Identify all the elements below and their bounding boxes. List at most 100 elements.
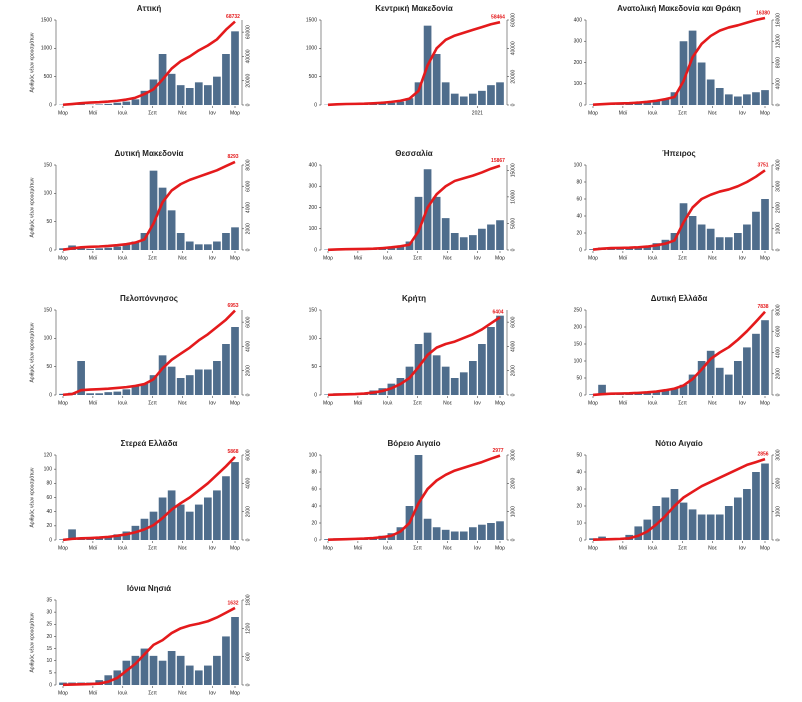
bar xyxy=(396,527,405,540)
y-tick-label: 20 xyxy=(46,634,52,640)
bar xyxy=(496,82,504,105)
y-tick-label: 5 xyxy=(49,670,52,676)
bar xyxy=(634,526,643,540)
y-tick-label: 50 xyxy=(311,364,317,370)
bar xyxy=(149,79,158,105)
bar xyxy=(679,41,688,105)
bar xyxy=(761,463,769,540)
bar xyxy=(450,233,459,250)
bar xyxy=(167,210,176,250)
bar xyxy=(706,514,715,540)
y2-tick-label: 0 xyxy=(775,248,781,251)
y2-tick-label: 20000 xyxy=(510,69,516,83)
bar xyxy=(104,103,113,105)
bar xyxy=(715,88,724,105)
y-axis-label: Αριθμός νέων κρουσμάτων xyxy=(28,612,35,673)
y-tick-label: 40 xyxy=(576,469,582,475)
end-label: 1632 xyxy=(227,600,238,606)
x-tick-label: Μαϊ xyxy=(619,255,628,261)
y-tick-label: 50 xyxy=(576,375,582,381)
bar xyxy=(194,670,203,685)
y-tick-label: 15 xyxy=(46,646,52,652)
bar xyxy=(95,248,104,250)
x-tick-label: Ιαν xyxy=(739,400,746,406)
y-tick-label: 150 xyxy=(309,307,318,313)
cumulative-line xyxy=(327,164,501,252)
y-tick-label: 30 xyxy=(46,609,52,615)
bar xyxy=(222,233,230,250)
x-tick-label: Μαρ xyxy=(495,255,505,261)
bar xyxy=(176,378,185,395)
cumulative-line xyxy=(592,310,766,397)
bar xyxy=(715,237,724,250)
bar xyxy=(122,531,131,540)
bar xyxy=(478,228,486,250)
y-axis-label: Αριθμός νέων κρουσμάτων xyxy=(28,177,35,238)
y2-tick-label: 0 xyxy=(510,103,516,106)
bar xyxy=(176,504,185,540)
end-label: 3751 xyxy=(757,163,768,169)
x-tick-label: Ιαν xyxy=(209,690,216,696)
y2-tick-label: 4000 xyxy=(510,341,516,352)
x-tick-label: Μαϊ xyxy=(354,400,363,406)
x-tick-label: Ιουλ xyxy=(118,545,128,551)
y-tick-label: 400 xyxy=(574,17,583,23)
end-label: 68732 xyxy=(226,14,240,20)
x-tick-label: Σεπ xyxy=(148,690,157,696)
x-tick-label: Μαρ xyxy=(588,110,598,116)
x-tick-label: Σεπ xyxy=(148,545,157,551)
x-tick-label: Μαϊ xyxy=(89,690,98,696)
x-tick-label: Μαρ xyxy=(495,400,505,406)
y-tick-label: 300 xyxy=(574,39,583,45)
y2-tick-label: 8000 xyxy=(775,57,781,68)
bar xyxy=(414,455,423,540)
bar xyxy=(176,655,185,685)
x-tick-label: Νοε xyxy=(178,545,187,551)
x-tick-label: Σεπ xyxy=(678,545,687,551)
y-tick-label: 100 xyxy=(574,162,583,168)
bar xyxy=(743,224,751,250)
bar xyxy=(104,536,113,540)
bar xyxy=(679,384,688,395)
x-tick-label: Ιουλ xyxy=(648,545,658,551)
y-axis-label: Αριθμός νέων κρουσμάτων xyxy=(28,32,35,93)
bar xyxy=(122,389,131,395)
bar xyxy=(643,519,652,540)
x-tick-label: Μαρ xyxy=(588,545,598,551)
end-label: 58464 xyxy=(491,15,505,21)
y2-tick-label: 2000 xyxy=(775,202,781,213)
bar xyxy=(231,327,239,395)
x-tick-label: Ιαν xyxy=(474,255,481,261)
bar xyxy=(77,104,85,105)
x-tick-label: Μαρ xyxy=(588,255,598,261)
bar xyxy=(231,617,239,685)
y2-tick-label: 0 xyxy=(510,393,516,396)
y-tick-label: 60 xyxy=(576,196,582,202)
bar xyxy=(203,85,212,105)
bar xyxy=(203,369,212,395)
bar xyxy=(131,99,140,105)
bar xyxy=(140,233,149,250)
x-tick-label: Ιαν xyxy=(209,255,216,261)
x-tick-label: Σεπ xyxy=(678,400,687,406)
y-tick-label: 0 xyxy=(314,537,317,543)
bar xyxy=(86,248,95,250)
bar xyxy=(77,361,85,395)
y2-tick-label: 60000 xyxy=(510,13,516,27)
bar xyxy=(104,392,113,395)
y-tick-label: 100 xyxy=(309,336,318,342)
bar xyxy=(149,375,158,395)
y-tick-label: 150 xyxy=(44,162,53,168)
bar xyxy=(652,100,661,105)
y-tick-label: 25 xyxy=(46,622,52,628)
y-tick-label: 1000 xyxy=(306,46,317,52)
y-tick-label: 100 xyxy=(44,466,53,472)
bar xyxy=(733,233,742,250)
bar xyxy=(441,218,450,250)
bar xyxy=(405,366,414,395)
y-tick-label: 40 xyxy=(576,213,582,219)
y2-tick-label: 2000 xyxy=(245,506,251,517)
y2-tick-label: 4000 xyxy=(245,478,251,489)
chart-title: Ήπειρος xyxy=(662,149,695,158)
y-tick-label: 250 xyxy=(574,307,583,313)
